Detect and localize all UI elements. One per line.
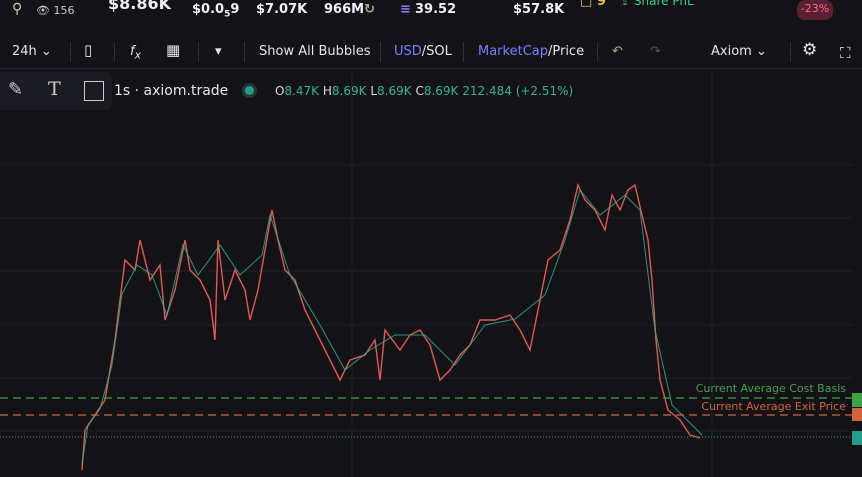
symbol: 1s · axiom.trade bbox=[114, 83, 229, 99]
supply: 966M bbox=[324, 2, 365, 17]
mode-a: MarketCap bbox=[478, 44, 548, 59]
l-value: 8.69K bbox=[377, 84, 412, 98]
drawing-tools: ✎ T bbox=[0, 72, 112, 110]
tp-suffix: 9 bbox=[230, 2, 240, 17]
sep bbox=[198, 42, 199, 62]
sep bbox=[597, 42, 598, 62]
price-trace-up bbox=[81, 188, 703, 465]
currency-b: SOL bbox=[426, 44, 452, 59]
price-trace bbox=[81, 182, 701, 471]
text-tool[interactable]: T bbox=[48, 78, 61, 100]
mode-toggle[interactable]: MarketCap/Price bbox=[478, 44, 584, 59]
sep bbox=[790, 42, 791, 62]
holders-stat: 39.52 bbox=[415, 2, 457, 17]
sep bbox=[380, 42, 381, 62]
redo[interactable]: ↷ bbox=[650, 44, 661, 59]
token-price: $0.059 bbox=[192, 2, 239, 20]
dropdown-icon[interactable]: ▾ bbox=[215, 44, 222, 59]
candle-icon[interactable]: ▯ bbox=[84, 41, 93, 59]
divider bbox=[0, 68, 862, 69]
volume: $57.8K bbox=[513, 2, 565, 17]
l-label: L bbox=[370, 84, 378, 98]
tp-prefix: $0.0 bbox=[192, 2, 225, 17]
source-text: Axiom bbox=[711, 44, 752, 59]
stat-icon: ≡ bbox=[400, 2, 411, 17]
search-icon[interactable]: ⚲ bbox=[12, 1, 23, 17]
layout-icon[interactable]: ▦ bbox=[166, 41, 181, 59]
bubbles-button[interactable]: Show All Bubbles bbox=[259, 44, 371, 59]
rect-tool[interactable] bbox=[84, 81, 104, 101]
tp-sub: 5 bbox=[224, 9, 231, 20]
liquidity: $7.07K bbox=[256, 2, 308, 17]
status-dot bbox=[245, 86, 254, 95]
cost-basis-label: Current Average Cost Basis bbox=[696, 382, 847, 395]
count-value: 9 bbox=[596, 0, 606, 9]
watchers-count: 156 bbox=[53, 4, 75, 17]
brush-tool[interactable]: ✎ bbox=[8, 79, 24, 100]
undo[interactable]: ↶ bbox=[612, 44, 623, 59]
refresh-icon[interactable]: ↻ bbox=[364, 2, 375, 17]
c-label: C bbox=[415, 84, 424, 98]
sep bbox=[114, 42, 115, 62]
settings[interactable]: ⚙ bbox=[802, 40, 818, 60]
mode-b: /Price bbox=[547, 44, 585, 59]
price-tag bbox=[852, 431, 862, 445]
sep bbox=[244, 42, 245, 62]
share-text: Share PnL bbox=[633, 0, 694, 8]
currency-a: USD bbox=[394, 44, 422, 59]
count: □ 9 bbox=[580, 0, 606, 9]
share-pnl[interactable]: ⇪ Share PnL bbox=[620, 0, 694, 8]
ohlc: O8.47K H8.69K L8.69K C8.69K 212.484 (+2.… bbox=[275, 84, 573, 98]
o-label: O bbox=[275, 84, 285, 98]
cost-tag bbox=[852, 393, 862, 407]
fx-icon[interactable]: fx bbox=[130, 44, 141, 62]
source[interactable]: Axiom ⌄ bbox=[711, 44, 767, 59]
currency-toggle[interactable]: USD/SOL bbox=[394, 44, 452, 59]
o-value: 8.47K bbox=[284, 84, 320, 98]
h-label: H bbox=[322, 84, 332, 98]
chart-area: Current Average Cost Basis Current Avera… bbox=[0, 69, 862, 477]
sep bbox=[70, 42, 71, 62]
interval-text: 24h bbox=[12, 44, 37, 59]
exit-price-label: Current Average Exit Price bbox=[701, 400, 846, 413]
h-value: 8.69K bbox=[331, 84, 367, 98]
sep bbox=[463, 42, 464, 62]
exit-tag bbox=[852, 408, 862, 421]
c-value: 8.69K bbox=[423, 84, 459, 98]
fullscreen[interactable]: ⛶ bbox=[840, 44, 851, 62]
change-badge: -23% bbox=[797, 0, 833, 20]
slash: / bbox=[421, 44, 427, 59]
watchers: 👁 156 bbox=[36, 4, 75, 17]
interval[interactable]: 24h ⌄ bbox=[12, 44, 52, 59]
legend-change: 212.484 (+2.51%) bbox=[462, 84, 574, 98]
price: $8.86K bbox=[108, 0, 172, 13]
